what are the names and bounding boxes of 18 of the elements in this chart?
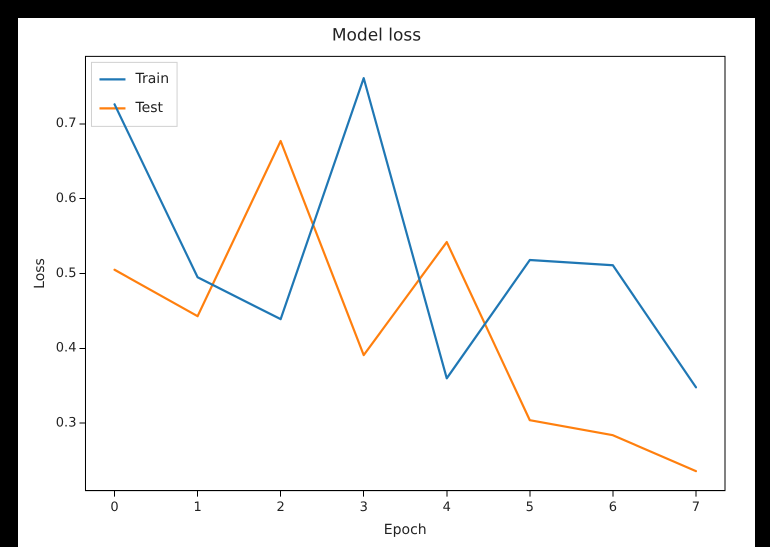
x-tick-label: 6 (608, 500, 618, 515)
y-axis-title: Loss (32, 258, 48, 289)
chart-title: Model loss (332, 26, 422, 46)
y-tick-label: 0.5 (56, 266, 76, 281)
y-tick-label: 0.6 (56, 191, 76, 206)
legend-label: Train (134, 71, 170, 88)
x-tick-label: 7 (692, 500, 700, 515)
x-axis-title: Epoch (384, 522, 427, 538)
y-tick-label: 0.4 (56, 340, 76, 356)
x-tick-label: 1 (193, 500, 202, 515)
legend-label: Test (134, 100, 164, 116)
y-tick-label: 0.3 (56, 416, 76, 431)
x-tick-label: 2 (276, 500, 285, 515)
y-tick-label: 0.7 (56, 116, 76, 132)
x-tick-label: 4 (442, 500, 451, 515)
x-tick-label: 3 (360, 500, 368, 515)
x-tick-label: 5 (526, 500, 534, 515)
x-tick-label: 0 (110, 500, 119, 515)
